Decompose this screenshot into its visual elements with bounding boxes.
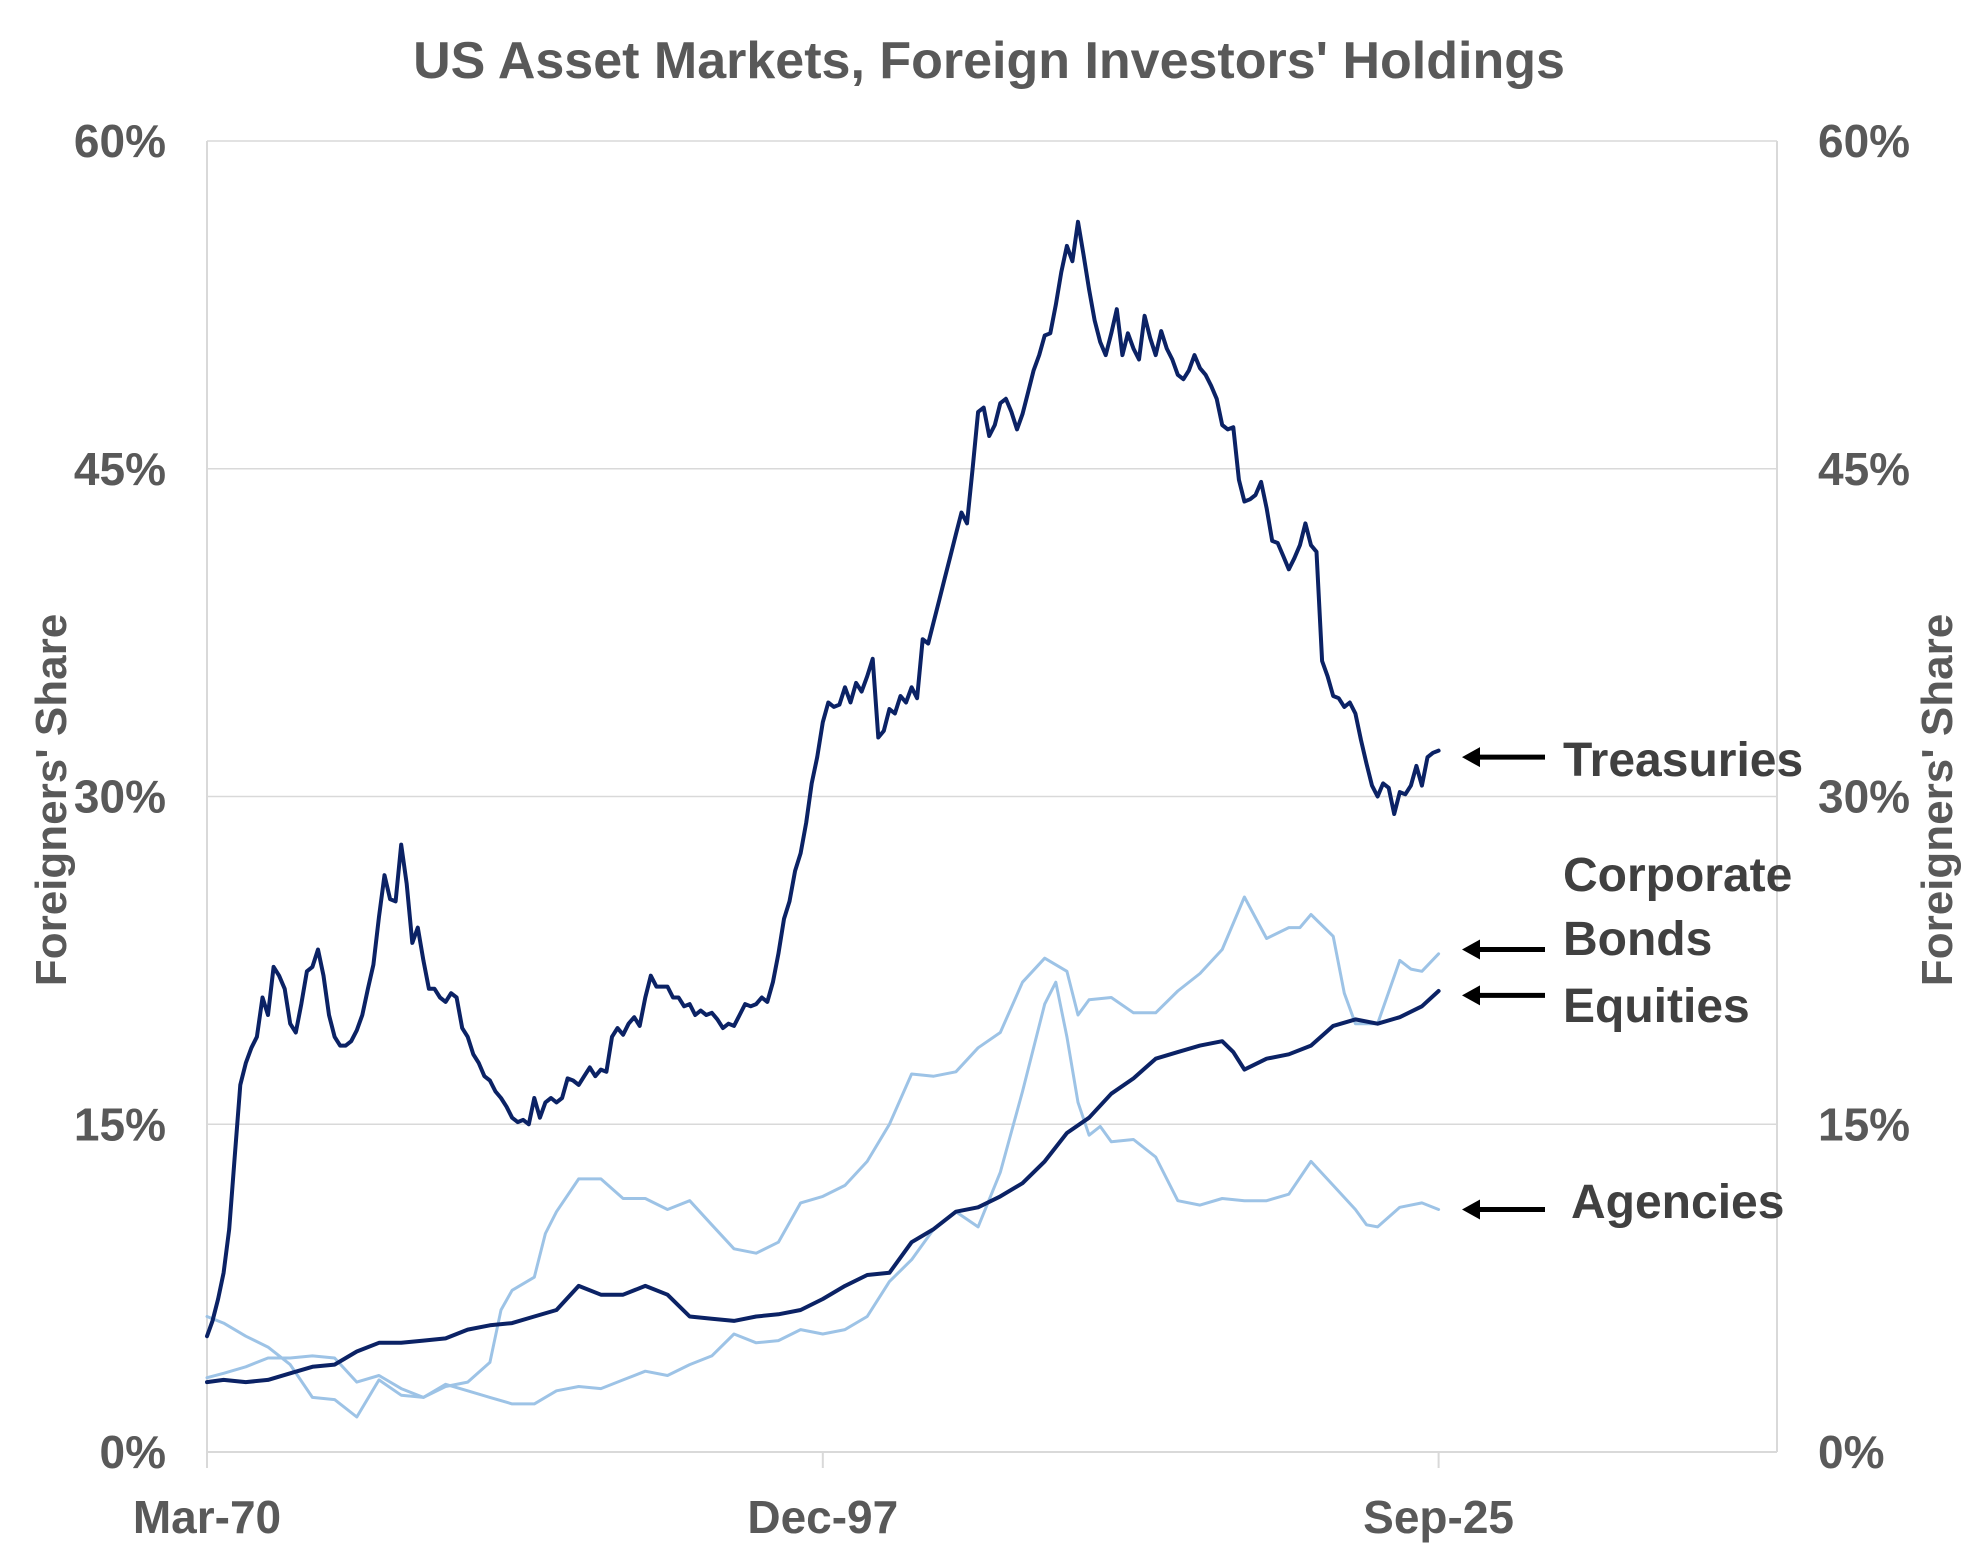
- x-tick-label: Mar-70: [133, 1491, 281, 1543]
- y-tick-label-right: 45%: [1818, 443, 1910, 495]
- y-tick-label-left: 0%: [100, 1426, 166, 1478]
- y-tick-label-left: 60%: [74, 115, 166, 167]
- series-line-treasuries: [205, 219, 1441, 1339]
- y-tick-label-right: 60%: [1818, 115, 1910, 167]
- series-lines: [205, 219, 1441, 1419]
- arrow-agencies-head: [1462, 1199, 1480, 1220]
- y-tick-label-right: 30%: [1818, 771, 1910, 823]
- x-tick-label: Dec-97: [747, 1491, 898, 1543]
- agencies-label: Agencies: [1571, 1176, 1784, 1229]
- arrow-treasuries-head: [1462, 747, 1480, 768]
- axes: [206, 141, 1778, 1453]
- y-tick-label-left: 45%: [74, 443, 166, 495]
- y-axis-left-label: Foreigners' Share: [27, 614, 76, 986]
- annotation-arrows: [1462, 747, 1545, 1220]
- series-line-agencies: [205, 980, 1441, 1419]
- x-tick-label: Sep-25: [1363, 1491, 1514, 1543]
- y-tick-label-left: 30%: [74, 771, 166, 823]
- treasuries-label: Treasuries: [1563, 734, 1803, 787]
- series-line-corporate-bonds: [205, 895, 1441, 1399]
- x-axis-ticks: Mar-70 Dec-97 Sep-25: [133, 1452, 1514, 1543]
- y-tick-label-right: 15%: [1818, 1098, 1910, 1150]
- corporate-bonds-label-line1: Corporate: [1563, 849, 1792, 902]
- y-tick-label-right: 0%: [1818, 1426, 1884, 1478]
- y-axis-right-label: Foreigners' Share: [1913, 614, 1962, 986]
- series-line-equities: [205, 989, 1441, 1385]
- chart-title: US Asset Markets, Foreign Investors' Hol…: [413, 32, 1565, 90]
- y-axis-left-ticks: 0% 15% 30% 45% 60%: [74, 115, 166, 1478]
- equities-label: Equities: [1563, 980, 1750, 1033]
- y-tick-label-left: 15%: [74, 1098, 166, 1150]
- arrow-corporate-head: [1462, 939, 1480, 960]
- corporate-bonds-label-line2: Bonds: [1563, 913, 1712, 966]
- y-axis-right-ticks: 0% 15% 30% 45% 60%: [1818, 115, 1910, 1478]
- gridlines: [207, 140, 1777, 1125]
- arrow-equities-head: [1462, 985, 1480, 1006]
